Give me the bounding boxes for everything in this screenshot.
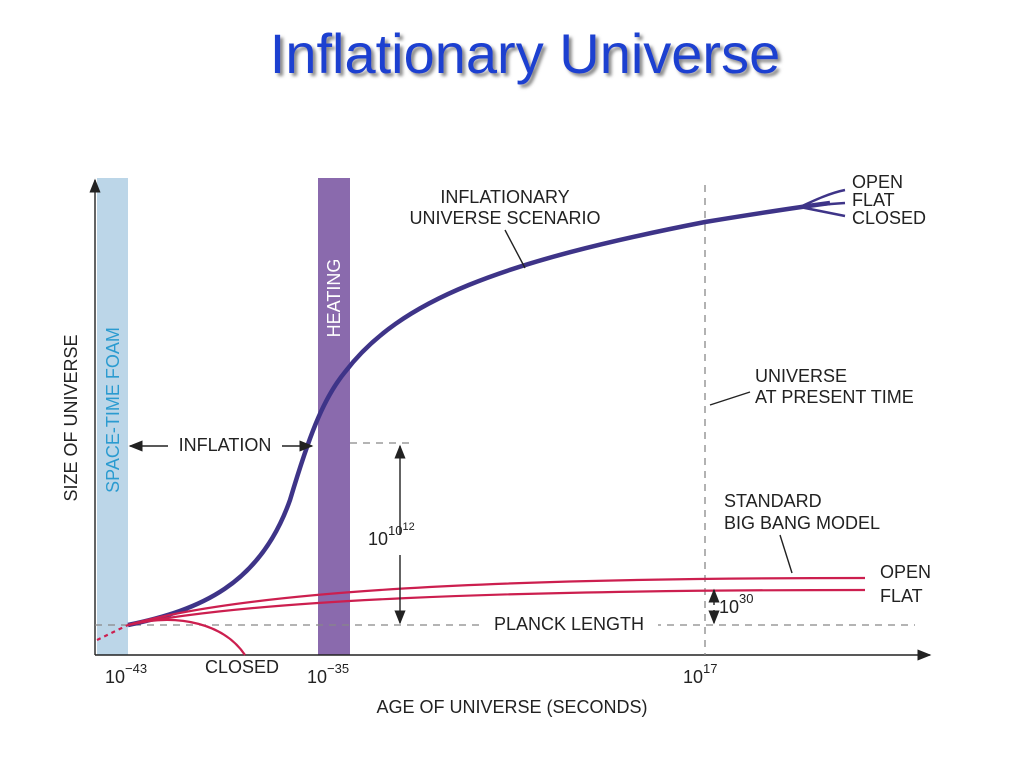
exponent: −43 [125, 661, 147, 676]
inflation-label: INFLATION [179, 435, 272, 455]
branch-label: OPEN [852, 172, 903, 192]
foam-band [97, 178, 128, 655]
standard-label: BIG BANG MODEL [724, 513, 880, 533]
branch-label: FLAT [852, 190, 895, 210]
leader [504, 229, 526, 269]
exponent: 30 [739, 591, 753, 606]
branch-label: FLAT [880, 586, 923, 606]
exponent: 10 [388, 523, 402, 538]
planck-label: PLANCK LENGTH [494, 614, 644, 634]
inflationary-curve [127, 200, 831, 628]
foam-label: SPACE-TIME FOAM [103, 327, 123, 493]
leader [709, 391, 751, 406]
base: 10 [368, 529, 388, 549]
standard-label: STANDARD [724, 491, 822, 511]
base: 10 [307, 667, 327, 687]
base: 10 [683, 667, 703, 687]
branch-label: OPEN [880, 562, 931, 582]
standard-start [96, 624, 129, 641]
base: 10 [719, 597, 739, 617]
heating-band [318, 178, 350, 655]
inflationary-label: UNIVERSE SCENARIO [409, 208, 600, 228]
open-branch [799, 188, 846, 209]
present-label: UNIVERSE [755, 366, 847, 386]
exponent: −35 [327, 661, 349, 676]
exponent: 12 [403, 521, 415, 533]
standard-open [127, 576, 866, 627]
present-label: AT PRESENT TIME [755, 387, 914, 407]
closed-label: CLOSED [205, 657, 279, 677]
inflation-factor: 101012 [368, 521, 415, 549]
inflationary-label: INFLATIONARY [440, 187, 569, 207]
heating-label: HEATING [324, 259, 344, 338]
x-axis-label: AGE OF UNIVERSE (SECONDS) [376, 697, 647, 717]
leader [779, 534, 793, 574]
x-tick-label: 10−43 [105, 661, 147, 686]
base: 10 [105, 667, 125, 687]
y-axis-label: SIZE OF UNIVERSE [61, 334, 81, 501]
x-tick-label: 1017 [683, 661, 718, 686]
title: Inflationary Universe [270, 22, 780, 85]
standard-closed [127, 618, 246, 656]
closed-branch [799, 205, 846, 218]
standard-factor: 1030 [719, 591, 754, 616]
branch-label: CLOSED [852, 208, 926, 228]
x-tick-label: 10−35 [307, 661, 349, 686]
exponent: 17 [703, 661, 717, 676]
